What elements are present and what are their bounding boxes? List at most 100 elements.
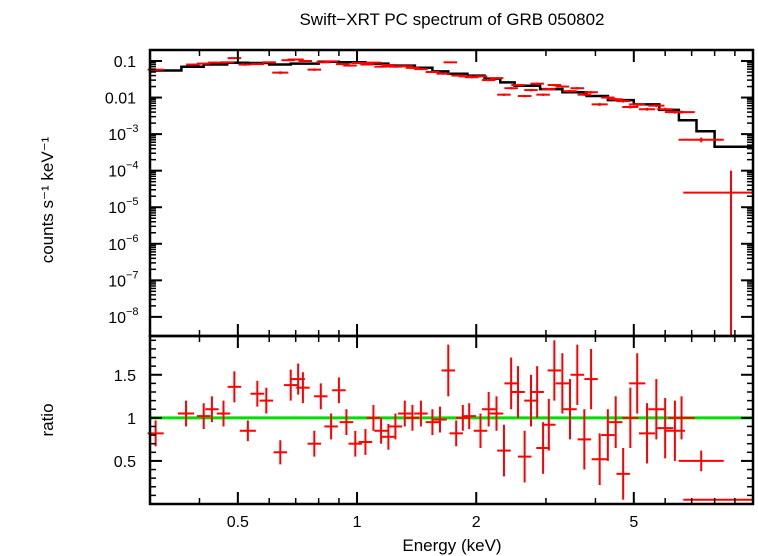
x-tick-label: 1 [353,514,362,531]
spectrum-data-point [622,105,639,109]
ratio-y-ticks: 0.5 1 1.5 [114,339,753,497]
ratio-data-point [555,353,570,414]
ratio-data-point [273,440,288,465]
ratio-data-point [456,404,470,431]
y-tick-exponent: −3 [126,123,139,135]
ratio-data-point [517,430,532,483]
ratio-data-point [388,413,403,440]
spectrum-data-point [547,83,562,87]
spectrum-data-point [352,62,366,65]
spectrum-data-point [497,93,511,96]
y-tick-exponent: −8 [126,306,139,318]
ratio-data-point [339,409,354,436]
spectrum-data-point [227,57,242,60]
spectrum-data-point [324,60,338,63]
spectrum-data-point [396,65,413,68]
ratio-frame [148,334,755,506]
x-tick-label: 0.5 [227,514,249,531]
ratio-data-point [374,417,388,444]
y-tick-label: 0.1 [114,54,136,71]
spectrum-data-point [360,63,374,66]
ratio-x-ticks: 0.5 1 2 5 [149,336,754,531]
ratio-data-point [205,396,219,423]
ratio-data-point [332,377,346,404]
spectrum-data-point [616,99,630,103]
spectrum-data-point [425,71,440,74]
y-tick-label: 0.5 [114,454,136,471]
ratio-data-point [504,357,518,410]
y-tick-exponent: −7 [126,269,139,281]
spectrum-data-point [343,64,357,67]
y-tick-label: 10 [108,164,126,181]
y-tick-label: 0.01 [105,91,136,108]
spectrum-data-point [608,97,623,101]
ratio-data-point [629,353,646,414]
spectrum-data-point [489,77,504,80]
spectrum-data-point [536,93,550,96]
y-tick-label: 10 [108,200,126,217]
spectrum-data-point [250,63,265,66]
ratio-data-point [178,400,195,427]
ratio-data-point [622,387,639,448]
spectrum-data-point [287,58,304,61]
spectrum-data-point [584,91,598,94]
ratio-data-point [239,420,256,442]
ratio-data-point [216,400,231,427]
ratio-data-point [638,403,656,464]
spectrum-data-point [414,68,428,71]
ratio-data-point [591,433,608,486]
y-tick-label: 10 [108,127,126,144]
spectrum-data-point [374,65,388,68]
spectrum-data-point [683,170,753,336]
spectrum-data-point [591,103,608,106]
ratio-panel: 0.5 1 1.5 0.5 1 2 5 ratio Energy (keV) [38,334,755,555]
spectrum-data-point [307,68,322,71]
spectrum-marks [147,57,753,336]
ratio-data-point [563,379,577,440]
spectrum-data-point [678,137,724,143]
ratio-data-point [536,422,550,474]
spectrum-data-point [657,107,674,111]
ratio-data-point [324,413,338,440]
ratio-data-point [296,372,310,404]
y-tick-label: 10 [108,273,126,290]
y-tick-exponent: −4 [126,160,139,172]
spectrum-data-point [298,60,313,63]
spectrum-data-point [272,71,289,75]
chart-title: Swift−XRT PC spectrum of GRB 050802 [299,10,604,29]
spectrum-data-point [381,63,396,66]
ratio-data-point [616,448,630,500]
ratio-data-point [577,409,592,470]
ratio-data-point [425,409,440,436]
ratio-y-axis-label: ratio [38,403,57,436]
spectrum-data-point [524,88,538,92]
ratio-data-point [314,383,328,410]
ratio-data-point [530,366,544,418]
ratio-data-point [497,424,511,477]
ratio-data-point [648,379,665,440]
y-tick-exponent: −5 [126,196,139,208]
spectrum-data-point [238,63,251,66]
spectrum-data-point [504,87,518,90]
x-tick-label: 2 [472,514,481,531]
x-axis-label: Energy (keV) [402,536,501,555]
ratio-data-point [608,396,623,448]
y-tick-label: 10 [108,237,126,254]
spectrum-y-axis-label: counts s⁻¹ keV⁻¹ [38,136,57,263]
spectrum-data-point [648,104,665,108]
ratio-data-point [473,413,488,448]
ratio-data-point [524,374,538,427]
spectrum-data-point [335,63,350,66]
y-tick-label: 1 [127,411,136,428]
spectrum-frame [148,48,755,338]
ratio-data-point [366,404,381,431]
spectrum-data-point [542,87,556,91]
y-tick-exponent: −6 [126,233,139,245]
ratio-data-point [250,380,265,407]
spectrum-data-point [405,66,420,69]
ratio-data-point [414,400,428,427]
spectrum-data-point [262,61,276,64]
spectrum-data-point [481,79,496,82]
ratio-data-point [511,366,525,418]
